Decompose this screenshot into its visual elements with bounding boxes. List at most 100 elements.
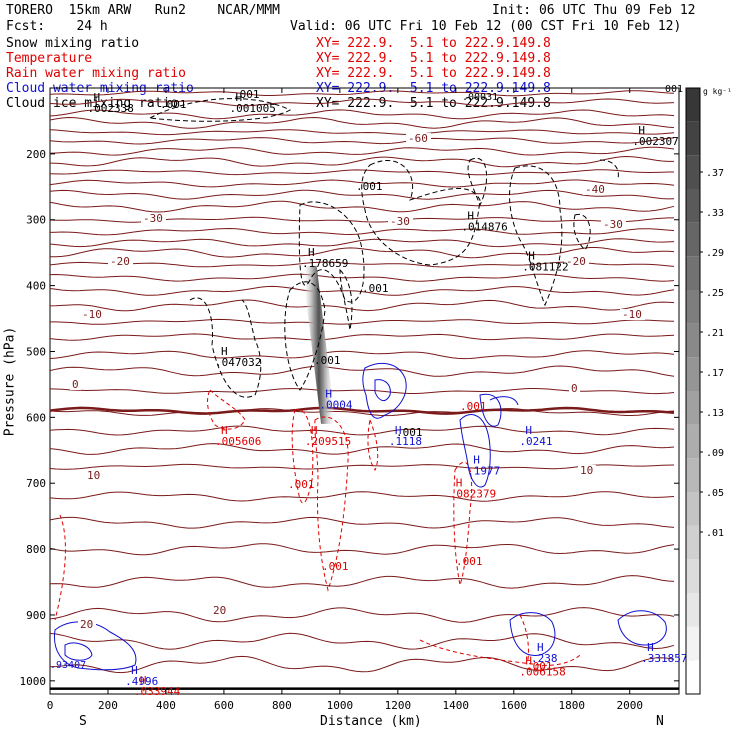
x-tick-label: 1600 xyxy=(501,699,528,712)
colorbar-segment xyxy=(686,626,700,661)
rain-contour xyxy=(314,416,349,592)
maximum-value: .209515 xyxy=(305,435,351,448)
isotherm-label-bg xyxy=(620,309,645,320)
maximum-value: .3318573 xyxy=(641,652,694,665)
snow-contour xyxy=(339,268,353,331)
colorbar-segment xyxy=(686,391,700,425)
isotherm-label-bg xyxy=(141,213,166,224)
isotherm-label: -30 xyxy=(390,215,410,228)
maximum-marker: H xyxy=(325,388,332,401)
isotherm-label: -60 xyxy=(408,132,428,145)
colorbar-label: .37 xyxy=(706,168,724,179)
y-tick-label: 700 xyxy=(26,477,46,490)
isotherm-line xyxy=(49,227,675,236)
isotherm-label-bg xyxy=(108,256,133,267)
isotherm-line xyxy=(49,543,675,556)
cloud-water-contour xyxy=(374,379,391,402)
snow-contour xyxy=(361,159,481,266)
contour-label: .001 xyxy=(526,660,553,673)
maximum-marker: H xyxy=(308,246,315,259)
isotherm-label: 10 xyxy=(580,464,593,477)
x-tick-label: 1200 xyxy=(385,699,412,712)
isotherm-label: -20 xyxy=(110,255,130,268)
x-tick-label: 2000 xyxy=(616,699,643,712)
maximum-value: .082379 xyxy=(450,488,496,501)
snow-contour xyxy=(148,98,292,122)
isotherm-line xyxy=(49,575,675,589)
isotherm-label-bg xyxy=(211,605,229,616)
isotherm-line xyxy=(49,516,675,529)
isotherm-label: -10 xyxy=(82,308,102,321)
isotherm-line xyxy=(49,146,675,156)
colorbar-segment xyxy=(686,155,700,189)
isotherm-line xyxy=(49,129,675,136)
xy-temperature: XY= 222.9. 5.1 to 222.9.149.8 xyxy=(316,51,551,66)
isotherm-line xyxy=(49,388,675,395)
maximum-marker: H xyxy=(647,641,654,654)
contour-label: .001 xyxy=(314,354,341,367)
maximum-value: .1118 xyxy=(389,435,422,448)
cloud-water-contour xyxy=(509,612,556,657)
colorbar-segment xyxy=(686,256,700,290)
colorbar-label: .33 xyxy=(706,208,724,219)
xy-snow: XY= 222.9. 5.1 to 222.9.149.8 xyxy=(316,36,551,51)
maximum-value: .1977 xyxy=(467,464,500,477)
cloud-ice-shading xyxy=(302,265,336,424)
valid-time: Valid: 06 UTC Fri 10 Feb 12 (00 CST Fri … xyxy=(290,19,682,34)
isotherm-line xyxy=(49,109,675,120)
colorbar-segment xyxy=(686,559,700,593)
isotherm-line xyxy=(49,179,675,188)
isotherm-label: 20 xyxy=(213,604,226,617)
maximum-marker: H xyxy=(93,91,100,104)
x-tick-label: 800 xyxy=(272,699,292,712)
maximum-value: .178659 xyxy=(302,257,348,270)
colorbar-label: .25 xyxy=(706,288,724,299)
rain-contour xyxy=(54,514,66,621)
isotherm-label-bg xyxy=(406,133,431,144)
maximum-marker: H xyxy=(221,424,228,437)
y-tick-label: 400 xyxy=(26,280,46,293)
colorbar-segment xyxy=(686,492,700,526)
isotherm-label: -30 xyxy=(143,212,163,225)
cloud-water-contour xyxy=(459,414,491,488)
x-tick-label: 600 xyxy=(214,699,234,712)
x-axis-left-end: S xyxy=(79,714,87,729)
x-tick-label: 0 xyxy=(47,699,54,712)
snow-contour xyxy=(284,281,326,391)
maximum-marker: H xyxy=(473,453,480,466)
isotherm-line xyxy=(49,247,675,259)
small-contour-label: .93407 xyxy=(50,660,86,671)
contour-label: .001 xyxy=(356,180,383,193)
y-tick-label: 500 xyxy=(26,345,46,358)
cloud-water-contour xyxy=(479,393,502,427)
maximum-value: .081122 xyxy=(522,260,568,273)
isotherm-line xyxy=(49,607,675,623)
colorbar-label: .13 xyxy=(706,408,724,419)
y-tick-label: 600 xyxy=(26,411,46,424)
maximum-value: .005606 xyxy=(215,435,261,448)
cloud-water-contour xyxy=(64,642,93,661)
forecast-hour: Fcst: 24 h xyxy=(6,19,108,34)
isotherm-label: 20 xyxy=(80,618,93,631)
rain-contour xyxy=(519,614,529,661)
isotherm-line xyxy=(49,273,675,282)
colorbar-unit: g kg⁻¹ xyxy=(703,87,732,96)
isotherm-line xyxy=(49,238,675,248)
isotherm-line xyxy=(49,408,675,417)
isotherm-line xyxy=(49,632,675,650)
init-time: Init: 06 UTC Thu 09 Feb 12 xyxy=(492,3,696,18)
terrain-line xyxy=(50,687,679,690)
rain-contour xyxy=(291,409,314,504)
isotherm-line xyxy=(49,90,675,97)
isotherm-line xyxy=(49,169,674,176)
contour-label: .001 xyxy=(288,478,315,491)
maximum-value: .006158 xyxy=(519,665,565,678)
colorbar-frame xyxy=(685,87,701,695)
small-contour-label: .00031 xyxy=(462,92,498,103)
isotherm-line xyxy=(49,285,675,296)
isotherm-label: 0 xyxy=(571,382,578,395)
colorbar-segment xyxy=(686,458,700,492)
snow-contour xyxy=(573,213,591,251)
isotherm-line xyxy=(49,443,675,455)
